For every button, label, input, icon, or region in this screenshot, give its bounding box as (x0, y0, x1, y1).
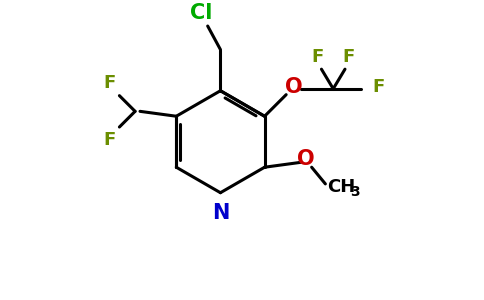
Text: F: F (104, 131, 116, 149)
Text: N: N (212, 202, 229, 223)
Text: F: F (373, 78, 385, 96)
Text: 3: 3 (350, 185, 360, 199)
Text: F: F (104, 74, 116, 92)
Text: F: F (343, 48, 355, 66)
Text: F: F (311, 48, 324, 66)
Text: Cl: Cl (190, 3, 212, 23)
Text: CH: CH (327, 178, 356, 196)
Text: O: O (285, 77, 303, 97)
Text: O: O (297, 149, 315, 170)
